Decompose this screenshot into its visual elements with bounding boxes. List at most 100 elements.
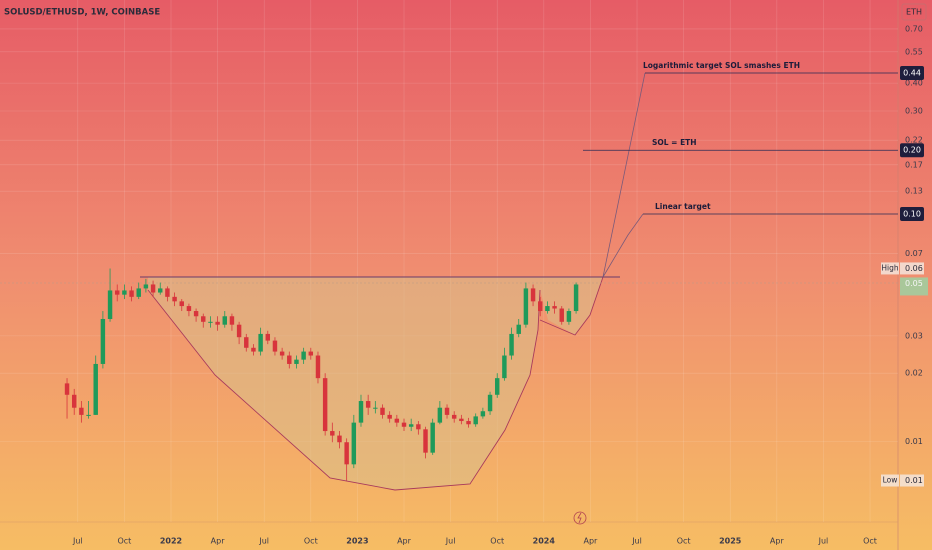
currency-box[interactable]	[901, 3, 927, 21]
candle-body	[107, 290, 113, 319]
candle-body	[358, 401, 364, 423]
candle-body	[301, 351, 306, 360]
candle-body	[394, 418, 400, 423]
x-tick-label: Apr	[583, 537, 598, 546]
candle-body	[487, 394, 493, 412]
x-tick-label: Oct	[863, 537, 877, 546]
candle-body	[416, 424, 421, 430]
candle-body	[509, 333, 514, 356]
price-box	[900, 207, 924, 222]
candle-body	[93, 363, 98, 415]
candle-body	[64, 383, 70, 395]
x-tick-label: Oct	[304, 537, 318, 546]
event-icon-bolt	[577, 512, 582, 524]
candle-body	[573, 284, 579, 312]
target-label: Linear target	[655, 202, 711, 211]
candle-body	[193, 311, 199, 317]
price-box-label: 0.20	[903, 146, 921, 155]
candle-body	[373, 407, 378, 409]
candle-body	[150, 284, 156, 293]
x-tick-label: 2022	[160, 537, 182, 546]
price-box	[900, 143, 924, 158]
candle-body	[251, 347, 256, 352]
currency[interactable]: ETH	[906, 8, 922, 17]
y-tick-label: 0.17	[905, 160, 923, 169]
candle-body	[330, 431, 335, 436]
last-price-label: 0.05	[905, 279, 923, 288]
candle-body	[337, 435, 342, 443]
x-tick-label: Oct	[117, 537, 131, 546]
candle-body	[287, 355, 292, 364]
price-box-label: 0.44	[903, 69, 921, 78]
candle-body	[79, 407, 84, 415]
candle-body	[308, 351, 314, 356]
projection-line	[602, 213, 644, 278]
marker-tag-label: High	[881, 263, 898, 272]
candle-body	[344, 442, 349, 465]
candle-body	[523, 288, 529, 325]
candle-body	[272, 340, 278, 352]
y-tick-label: 0.07	[905, 249, 923, 258]
candle-body	[444, 407, 450, 415]
candle-body	[222, 316, 227, 325]
candle-body	[71, 394, 77, 408]
candle-body	[172, 296, 177, 302]
candle-body	[430, 422, 435, 453]
x-tick-label: Apr	[770, 537, 785, 546]
candle-body	[559, 308, 564, 322]
candle-body	[502, 355, 507, 379]
x-tick-label: Jul	[445, 537, 456, 546]
candle-body	[516, 324, 521, 334]
x-tick-label: Jul	[72, 537, 83, 546]
candles	[64, 268, 579, 481]
candle-body	[165, 288, 170, 297]
event-icon[interactable]	[573, 511, 587, 525]
candle-body	[459, 418, 464, 422]
candle-body	[480, 411, 486, 417]
projection-line	[602, 72, 646, 278]
candle-body	[122, 290, 127, 295]
y-tick-label: 0.55	[905, 47, 923, 56]
candle-body	[294, 359, 299, 364]
last-price-box	[900, 277, 928, 296]
candle-body	[387, 414, 392, 419]
y-tick-label: 0.03	[905, 331, 923, 340]
candle-body	[322, 378, 328, 432]
y-tick-label: 0.01	[905, 437, 923, 446]
candle-body	[201, 316, 206, 322]
candle-body	[530, 288, 536, 302]
x-tick-label: Jul	[818, 537, 829, 546]
candle-body	[315, 355, 321, 379]
x-tick-label: Jul	[258, 537, 269, 546]
candle-body	[208, 321, 213, 323]
candle-body	[136, 288, 141, 297]
candle-body	[143, 284, 149, 289]
y-tick-label: 0.70	[905, 24, 923, 33]
candle-body	[401, 422, 407, 427]
target-label: SOL = ETH	[652, 138, 697, 147]
candle-body	[437, 407, 443, 423]
candle-body	[365, 401, 371, 408]
cup-fill	[148, 277, 603, 490]
candle-body	[279, 351, 285, 356]
candle-body	[158, 288, 163, 293]
candle-body	[186, 306, 192, 312]
marker-box	[900, 262, 924, 275]
x-tick-label: Oct	[677, 537, 691, 546]
marker-box-label: 0.06	[905, 264, 923, 273]
candle-body	[451, 414, 457, 419]
y-tick-label: 0.40	[905, 79, 923, 88]
candle-body	[229, 316, 235, 325]
candle-body	[129, 290, 134, 297]
candle-body	[236, 324, 242, 338]
candle-body	[545, 306, 550, 312]
candle-body	[215, 321, 220, 325]
price-box	[900, 66, 924, 81]
candle-body	[86, 414, 91, 416]
target-label: Logarithmic target SOL smashes ETH	[643, 61, 800, 70]
y-tick-label: 0.30	[905, 106, 923, 115]
y-tick-label: 0.22	[905, 136, 923, 145]
candle-body	[100, 318, 106, 364]
candle-body	[244, 337, 249, 348]
